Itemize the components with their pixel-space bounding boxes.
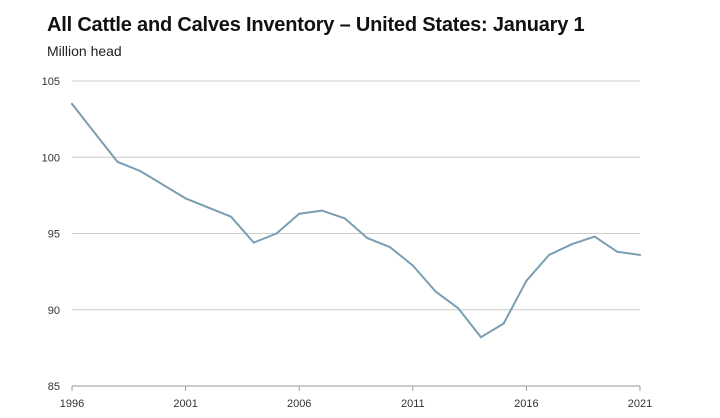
data-point-2007 [320, 209, 323, 212]
data-point-1996 [71, 102, 73, 105]
chart-subtitle: Million head [47, 43, 122, 59]
data-point-2010 [389, 246, 392, 249]
data-point-2020 [616, 250, 619, 253]
data-point-2000 [161, 183, 164, 186]
data-point-2008 [343, 217, 346, 220]
y-tick-label: 85 [48, 381, 60, 393]
data-point-1997 [93, 131, 96, 134]
data-point-2016 [525, 279, 528, 282]
x-tick-label: 1996 [60, 398, 84, 410]
data-point-2021 [639, 253, 641, 256]
data-point-2012 [434, 290, 437, 293]
y-tick-label: 105 [42, 76, 60, 88]
data-point-2011 [411, 264, 414, 267]
series-line-0 [71, 102, 641, 339]
x-tick-label: 2021 [628, 398, 652, 410]
data-point-2013 [457, 307, 460, 310]
data-point-2002 [207, 206, 210, 209]
data-point-2018 [570, 243, 573, 246]
y-tick-label: 95 [48, 229, 60, 241]
chart-title: All Cattle and Calves Inventory – United… [47, 14, 585, 36]
x-tick-label: 2006 [287, 398, 311, 410]
data-point-1998 [116, 160, 119, 163]
data-point-2001 [184, 197, 187, 200]
x-tick-label: 2016 [514, 398, 538, 410]
data-point-2019 [593, 235, 596, 238]
data-point-2014 [479, 336, 482, 339]
data-point-2015 [502, 322, 505, 325]
tick-labels: 85 90 95 100 105 1996 2001 2006 2011 2016 2021 [42, 76, 653, 410]
data-point-2009 [366, 237, 369, 240]
data-point-2003 [230, 215, 233, 218]
axes [71, 385, 641, 391]
grid [72, 80, 640, 311]
data-point-1999 [139, 169, 142, 172]
y-tick-label: 90 [48, 305, 60, 317]
data-point-2004 [252, 241, 255, 244]
x-tick-label: 2011 [401, 398, 425, 410]
data-point-2006 [298, 212, 301, 215]
x-tick-label: 2001 [173, 398, 197, 410]
data-point-2017 [548, 253, 551, 256]
y-tick-label: 100 [42, 152, 60, 164]
data-point-2005 [275, 232, 278, 235]
series [71, 102, 641, 339]
